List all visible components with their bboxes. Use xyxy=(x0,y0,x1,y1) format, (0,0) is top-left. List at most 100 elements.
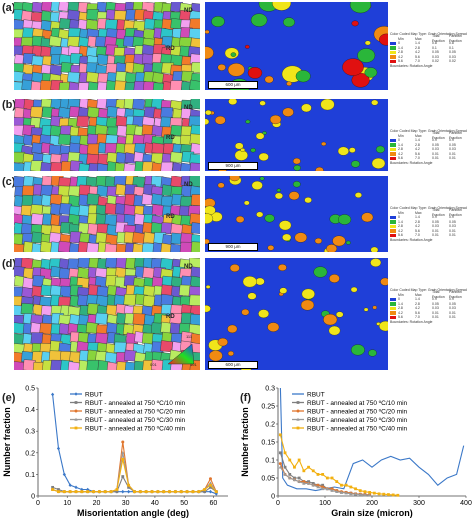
panel-label-b: (b) xyxy=(2,99,17,111)
ipf-key-corner-label: 111 xyxy=(186,334,193,339)
gos-legend: Color Coded Map Type: Grain Orientation … xyxy=(390,206,474,246)
data-point xyxy=(208,477,212,481)
grain-orientation-spread-map xyxy=(205,176,388,252)
data-point xyxy=(311,483,315,487)
data-point xyxy=(302,481,306,485)
data-point xyxy=(307,465,310,469)
y-tick-label: 0.2 xyxy=(265,422,275,429)
legend-marker xyxy=(74,426,78,430)
data-point xyxy=(353,492,358,496)
y-tick-label: 0 xyxy=(271,494,275,501)
panel-label-d: (d) xyxy=(2,258,17,270)
legend-boundary: Boundaries: Rotation Angle xyxy=(390,237,433,242)
data-point xyxy=(297,479,301,483)
y-tick-label: 0.3 xyxy=(25,429,35,436)
data-point xyxy=(179,490,183,494)
data-point xyxy=(325,476,329,480)
legend-title: Color Coded Map Type: Grain Orientation … xyxy=(390,32,467,36)
data-point xyxy=(391,493,395,497)
data-point xyxy=(74,490,78,494)
data-point xyxy=(372,491,376,495)
data-point xyxy=(311,482,315,485)
data-point xyxy=(316,483,320,487)
data-point xyxy=(209,485,212,489)
data-point xyxy=(278,462,282,466)
ipf-key-corner-label: 001 xyxy=(150,362,157,367)
ipf-orientation-map xyxy=(14,176,200,252)
y-tick-label: 0.4 xyxy=(25,407,35,414)
data-point xyxy=(307,480,310,483)
panel-label-c: (c) xyxy=(2,176,16,188)
data-point xyxy=(368,491,372,494)
data-point xyxy=(316,473,320,476)
data-point xyxy=(354,487,357,491)
data-point xyxy=(283,472,287,476)
grain-orientation-spread-map xyxy=(205,258,388,370)
y-tick-label: 0.25 xyxy=(261,404,275,411)
data-point xyxy=(51,392,55,397)
legend-marker xyxy=(296,417,300,421)
data-point xyxy=(363,490,367,494)
y-tick-label: 0.15 xyxy=(261,440,275,447)
legend-row: 1.4 2.8 0.05 0.05 xyxy=(390,220,474,225)
data-point xyxy=(121,457,125,461)
x-tick-label: 50 xyxy=(180,500,188,507)
legend-marker xyxy=(74,392,78,396)
data-point xyxy=(156,490,160,494)
legend-row: 4.2 5.6 0.01 0.01 xyxy=(390,152,474,157)
gos-legend: Color Coded Map Type: Grain Orientation … xyxy=(390,129,474,169)
legend-label: RBUT - annealed at 750 ºC/40 min xyxy=(307,425,408,432)
legend-title: Color Coded Map Type: Grain Orientation … xyxy=(390,288,467,292)
data-point xyxy=(92,490,95,494)
legend-marker xyxy=(296,401,300,404)
data-point xyxy=(173,490,177,494)
data-point xyxy=(302,480,306,484)
data-point xyxy=(109,490,113,494)
data-point xyxy=(344,483,348,487)
data-point xyxy=(185,490,189,494)
data-point xyxy=(121,489,125,494)
data-point xyxy=(197,490,201,494)
data-point xyxy=(150,490,154,494)
ipf-color-key xyxy=(166,340,196,366)
legend-label: RBUT - annealed at 750 ºC/30 min xyxy=(85,417,186,424)
legend-marker xyxy=(74,401,78,404)
rd-axis-label: RD xyxy=(166,46,175,52)
data-point xyxy=(330,488,334,492)
misorientation-chart: 0 10 20 30 40 50 60 0 0.1 0.2 0.3 0.4 0.5 Misorientat… xyxy=(2,386,228,518)
series-line xyxy=(279,434,398,496)
legend-marker xyxy=(74,409,78,413)
data-point xyxy=(335,489,339,493)
nd-axis-label: ND xyxy=(184,182,193,188)
legend-row: 4.2 5.6 0.03 0.03 xyxy=(390,55,474,60)
data-point xyxy=(133,490,136,494)
rd-axis-label: RD xyxy=(166,314,175,320)
data-point xyxy=(115,490,119,494)
data-point xyxy=(306,481,311,485)
y-axis-title: Number fraction xyxy=(2,407,12,477)
data-point xyxy=(321,485,325,489)
scale-bar: 600 μm xyxy=(208,361,258,369)
data-point xyxy=(80,487,84,492)
data-point xyxy=(203,488,207,491)
legend-row: 5.6 7.0 0.01 0.01 xyxy=(390,233,474,238)
data-point xyxy=(115,488,119,491)
data-point xyxy=(62,490,66,494)
data-point xyxy=(377,492,381,496)
legend-label: RBUT - annealed at 750 ºC/30 min xyxy=(307,417,408,424)
data-point xyxy=(208,489,213,494)
data-point xyxy=(278,465,283,469)
x-tick-label: 300 xyxy=(413,500,425,507)
legend-row: 2.8 4.2 0.03 0.03 xyxy=(390,147,474,152)
data-point xyxy=(358,492,362,496)
data-point xyxy=(297,476,301,480)
panel-label-f: (f) xyxy=(240,392,251,404)
legend-row: 1.4 2.8 0.1 0.1 xyxy=(390,46,474,51)
data-point xyxy=(278,433,282,437)
grain-size-chart: 0 100 200 300 400 0 0.05 0.1 0.15 0.2 0.25 0.3 Grain… xyxy=(240,386,472,519)
scale-bar: 900 μm xyxy=(208,243,258,251)
data-point xyxy=(127,483,131,487)
grain-orientation-spread-map xyxy=(205,99,388,171)
data-point xyxy=(321,473,325,476)
legend-row: 4.2 5.6 0.01 0.01 xyxy=(390,311,474,316)
